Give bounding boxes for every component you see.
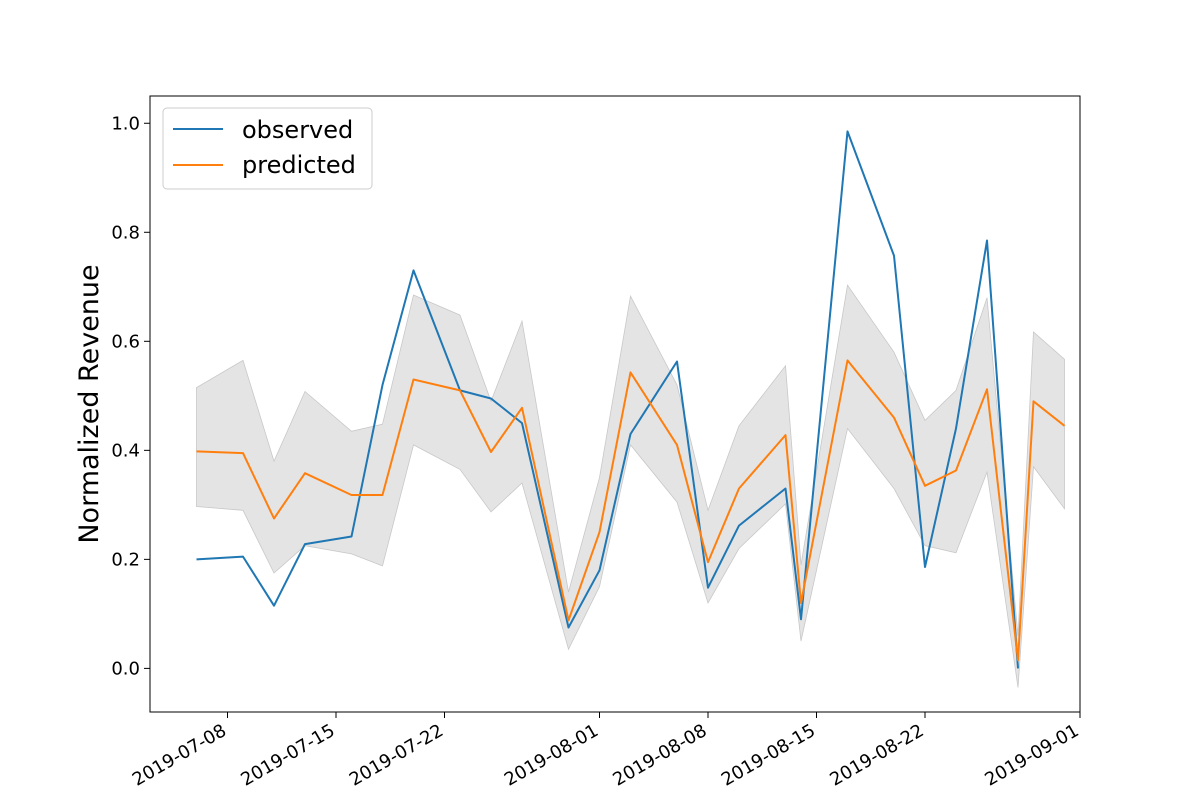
y-tick-label: 1.0 — [111, 113, 140, 134]
x-tick-label: 2019-09-01 — [981, 720, 1082, 790]
legend-label-observed: observed — [242, 116, 353, 144]
legend: observed predicted — [163, 108, 372, 189]
y-tick-label: 0.4 — [111, 440, 140, 461]
confidence-band — [197, 285, 1065, 687]
x-tick-label: 2019-07-08 — [129, 720, 230, 790]
y-tick-label: 0.6 — [111, 331, 140, 352]
x-tick-label: 2019-08-22 — [826, 720, 927, 790]
y-tick-label: 0.2 — [111, 549, 140, 570]
x-tick-label: 2019-08-08 — [609, 720, 710, 790]
confidence-band-layer — [197, 285, 1065, 687]
y-tick-label: 0.8 — [111, 222, 140, 243]
x-tick-label: 2019-07-15 — [237, 720, 338, 790]
y-axis-label: Normalized Revenue — [74, 264, 105, 543]
y-axis: 0.0 0.2 0.4 0.6 0.8 1.0 — [111, 113, 150, 679]
x-tick-label: 2019-08-01 — [501, 720, 602, 790]
y-tick-label: 0.0 — [111, 658, 140, 679]
legend-label-predicted: predicted — [242, 151, 356, 179]
x-tick-label: 2019-08-15 — [718, 720, 819, 790]
x-tick-label: 2019-07-22 — [346, 720, 447, 790]
